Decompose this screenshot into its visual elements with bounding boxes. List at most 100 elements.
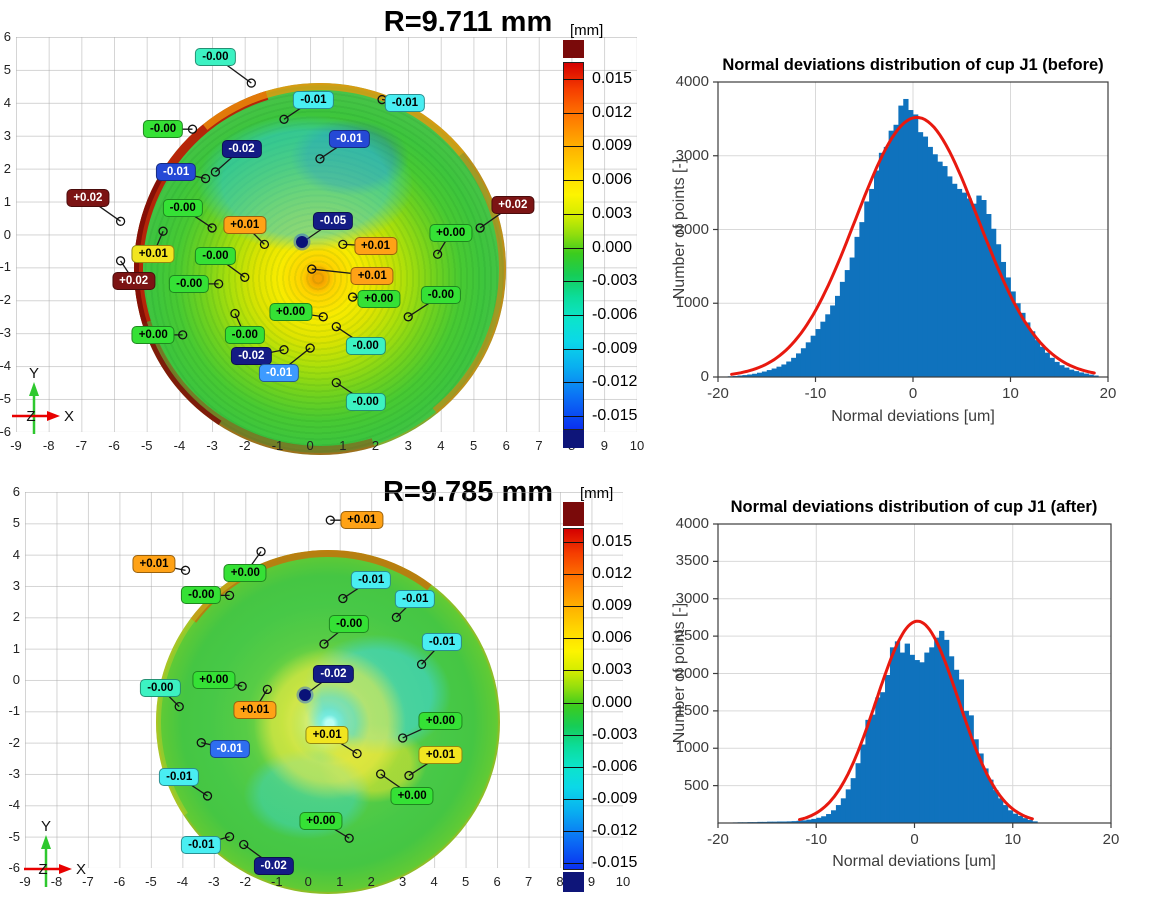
axis-tick-label: 4 xyxy=(437,438,445,453)
deviation-label: +0.00 xyxy=(390,786,434,805)
histogram-bar xyxy=(761,371,768,377)
colorbar-tick-line xyxy=(563,314,584,316)
axis-tick-label: 1000 xyxy=(675,294,709,312)
axis-tick-label: 7 xyxy=(524,874,533,889)
histogram-bar xyxy=(820,321,826,377)
gaussian-fit-curve xyxy=(730,115,1096,376)
axis-tick-label: -5 xyxy=(140,438,153,453)
histogram-bar xyxy=(786,361,792,377)
colorbar-tick-line xyxy=(563,863,584,864)
histogram-bar xyxy=(1049,357,1055,377)
axis-tick-label: 5 xyxy=(469,438,478,453)
histogram-bar xyxy=(889,647,896,823)
axis-tick-label: -1 xyxy=(271,874,283,889)
deviation-label: +0.00 xyxy=(357,289,401,308)
histogram-bar xyxy=(1069,369,1075,377)
axis-tick-label: 1 xyxy=(336,874,344,889)
deviation-label: +0.01 xyxy=(340,511,384,530)
axis-tick-label: 0 xyxy=(910,831,919,848)
histogram-bar xyxy=(1020,312,1026,377)
histogram-bar xyxy=(880,692,886,823)
histogram-bar xyxy=(757,372,763,377)
axis-tick-label: -2 xyxy=(8,734,20,750)
histogram-bar xyxy=(1002,805,1009,823)
colorbar-tick-label: 0.000 xyxy=(592,238,633,256)
colorbar-tick-label: 0.015 xyxy=(592,70,633,87)
axis-tick-label: 9 xyxy=(587,874,596,889)
axis-tick-label: -2 xyxy=(239,438,251,453)
map-before-title: R=9.711 mm xyxy=(383,6,553,38)
x-axis-arrowhead xyxy=(47,411,60,421)
deviation-label: -0.01 xyxy=(384,93,426,112)
axis-tick-label: 4 xyxy=(3,94,11,110)
histogram-bar xyxy=(917,132,924,377)
histogram-bar xyxy=(983,768,989,823)
histogram-bar xyxy=(772,821,778,823)
deviation-label: +0.02 xyxy=(112,271,156,290)
colorbar-tick-label: -0.006 xyxy=(592,757,638,775)
deviation-label: -0.00 xyxy=(420,286,461,305)
colorbar-tick-label: 0.012 xyxy=(592,565,633,583)
histogram-bar xyxy=(909,654,915,823)
histogram-bar xyxy=(913,114,919,377)
histogram-bar xyxy=(800,348,807,377)
histogram-bar xyxy=(1030,331,1036,377)
deviation-label: +0.01 xyxy=(132,555,176,574)
axis-tick-label: 3 xyxy=(12,578,20,593)
deviation-label: +0.01 xyxy=(418,746,462,765)
deviation-label: +0.00 xyxy=(223,564,267,583)
histogram-bar xyxy=(885,674,891,823)
axis-tick-label: 3 xyxy=(404,438,412,453)
histogram-bar xyxy=(1083,373,1089,377)
axis-tick-label: 6 xyxy=(3,29,11,44)
histogram-bar xyxy=(849,257,855,377)
histogram-bar xyxy=(860,744,866,823)
deviation-label: -0.00 xyxy=(329,614,370,633)
histogram-bar xyxy=(878,152,885,377)
plot-box-border xyxy=(717,523,1112,824)
colorbar-tick-label: 0.006 xyxy=(592,171,633,189)
axis-tick-label: -8 xyxy=(42,438,55,453)
histogram-bar xyxy=(1078,372,1085,377)
histogram-bar xyxy=(767,821,773,823)
histogram-bar xyxy=(826,814,832,823)
axis-tick-label: -2 xyxy=(0,292,11,308)
histogram-bar xyxy=(1015,303,1021,377)
deviation-label: +0.02 xyxy=(66,189,110,208)
colorbar-tick-label: -0.003 xyxy=(592,725,638,743)
deviation-label: +0.01 xyxy=(233,700,277,719)
deviation-label: -0.00 xyxy=(195,246,236,265)
axis-tick-label: 2 xyxy=(3,160,11,176)
histogram-bar xyxy=(924,652,930,823)
histogram-bar xyxy=(1088,374,1094,377)
histogram-bar xyxy=(781,364,787,377)
histogram-bar xyxy=(815,329,821,377)
x-axis-label: Normal deviations [um] xyxy=(832,853,996,870)
triad-y-label: Y xyxy=(29,365,39,382)
axis-tick-label: 20 xyxy=(1099,385,1117,402)
histogram-bar xyxy=(903,98,909,378)
colorbar-tick-line xyxy=(563,702,584,704)
colorbar-tick-line xyxy=(563,606,584,608)
histogram-bar xyxy=(1054,361,1060,377)
histogram-bar xyxy=(1012,813,1019,823)
colorbar-over-range-block xyxy=(563,40,584,58)
histogram-bar xyxy=(888,130,894,377)
axis-tick-label: -3 xyxy=(208,874,220,889)
histogram-bar xyxy=(859,222,865,377)
axis-tick-label: -6 xyxy=(0,424,11,439)
histogram-bar xyxy=(810,335,816,377)
axis-tick-label: 2000 xyxy=(675,220,709,238)
colorbar-tick-line xyxy=(563,734,584,736)
deviation-label: +0.01 xyxy=(223,215,267,234)
deviation-label: +0.00 xyxy=(429,223,473,242)
histogram-bar xyxy=(1039,346,1046,377)
colorbar-tick-line xyxy=(563,574,584,576)
deviation-label: -0.01 xyxy=(421,633,463,652)
histogram-bar xyxy=(961,192,968,377)
histogram-bar xyxy=(845,789,852,823)
histogram-bar xyxy=(839,281,846,377)
colorbar-tick-label: 0.003 xyxy=(592,204,633,222)
histogram-bar xyxy=(932,154,938,377)
